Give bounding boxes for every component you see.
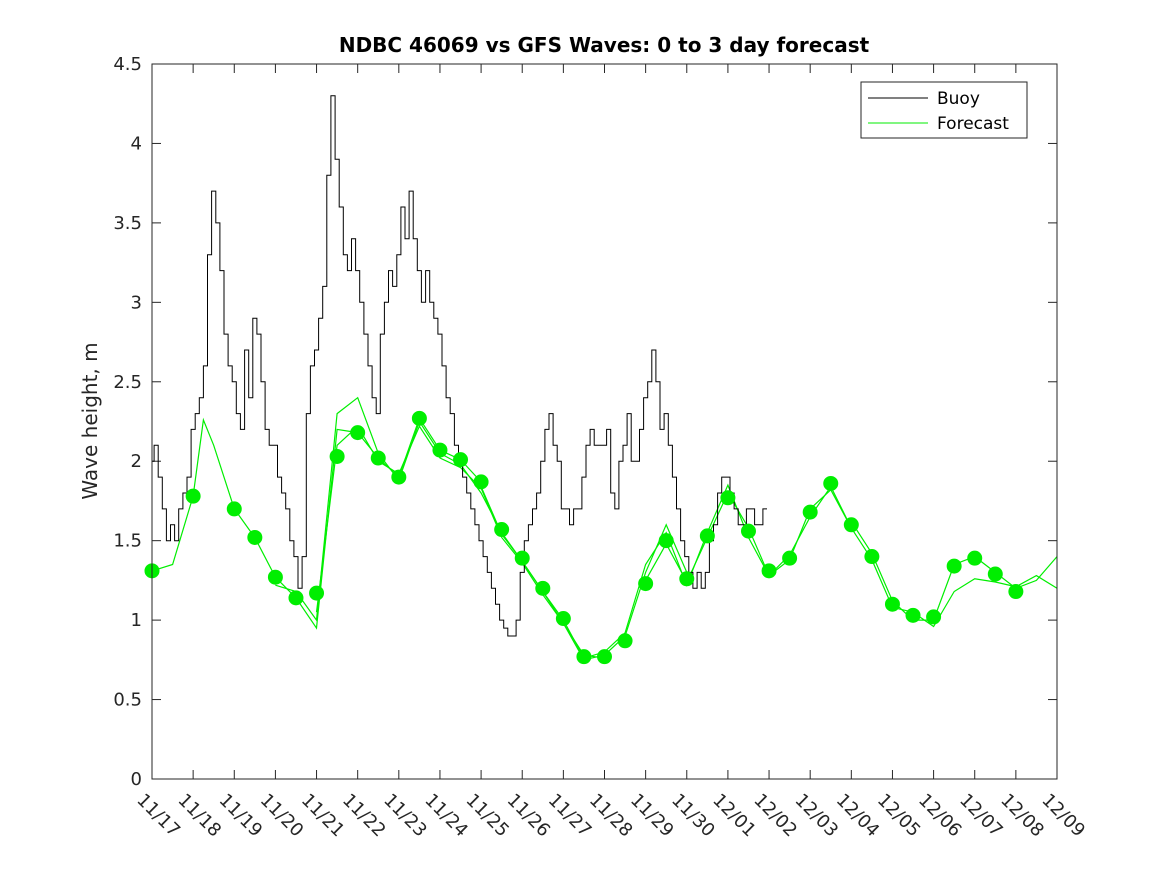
forecast-point: [473, 474, 489, 490]
forecast-point: [267, 569, 283, 585]
forecast-point: [987, 566, 1003, 582]
forecast-point: [761, 563, 777, 579]
forecast-point: [391, 469, 407, 485]
forecast-point: [658, 533, 674, 549]
x-tick-label: 12/01: [708, 790, 760, 842]
forecast-point: [782, 550, 798, 566]
x-tick-label: 12/03: [791, 790, 843, 842]
forecast-point: [350, 425, 366, 441]
forecast-point: [288, 590, 304, 606]
x-tick-label: 12/02: [750, 790, 802, 842]
forecast-point: [432, 442, 448, 458]
forecast-point: [1008, 584, 1024, 600]
buoy-series: [152, 95, 767, 637]
x-tick-label: 11/27: [544, 790, 596, 842]
x-tick-label: 12/07: [955, 790, 1007, 842]
forecast-point: [494, 522, 510, 538]
axis-ticks: [151, 63, 1058, 780]
forecast-point: [185, 488, 201, 504]
forecast-point: [720, 490, 736, 506]
x-tick-label: 11/22: [338, 790, 390, 842]
forecast-point: [514, 550, 530, 566]
forecast-point: [905, 607, 921, 623]
legend-box: [860, 81, 1028, 139]
forecast-point: [843, 517, 859, 533]
forecast-point: [967, 550, 983, 566]
plot-frame: [151, 63, 1058, 780]
x-tick-label: 11/18: [174, 790, 226, 842]
y-tick-label: 1.5: [113, 531, 142, 552]
legend-forecast-label: Forecast: [937, 114, 1009, 134]
x-tick-label: 11/26: [503, 790, 555, 842]
forecast-point: [884, 596, 900, 612]
y-tick-label: 2.5: [113, 372, 142, 393]
forecast-markers: [144, 410, 1024, 665]
x-tick-label: 11/17: [132, 790, 184, 842]
x-tick-label: 12/09: [1037, 790, 1089, 842]
x-tick-label: 12/04: [832, 790, 884, 842]
forecast-point: [926, 609, 942, 625]
chart-title: NDBC 46069 vs GFS Waves: 0 to 3 day fore…: [339, 33, 870, 57]
forecast-point: [453, 452, 469, 468]
forecast-point: [823, 475, 839, 491]
forecast-point: [309, 585, 325, 601]
y-tick-labels: 0 0.5 1 1.5 2 2.5 3 3.5 4 4.5: [113, 54, 142, 790]
y-axis-label: Wave height, m: [78, 342, 102, 499]
y-tick-label: 4.5: [113, 54, 142, 75]
forecast-point: [226, 501, 242, 517]
y-tick-label: 4: [131, 133, 142, 154]
forecast-point: [679, 571, 695, 587]
x-tick-label: 11/19: [215, 790, 267, 842]
y-tick-label: 3: [131, 292, 142, 313]
y-tick-label: 1: [131, 610, 142, 631]
forecast-point: [411, 410, 427, 426]
forecast-point: [864, 549, 880, 565]
x-tick-label: 11/25: [462, 790, 514, 842]
buoy-line: [152, 95, 767, 637]
legend: Buoy Forecast: [860, 81, 1028, 139]
forecast-point: [555, 611, 571, 627]
forecast-point: [370, 450, 386, 466]
forecast-point: [946, 558, 962, 574]
x-tick-label: 11/23: [379, 790, 431, 842]
forecast-point: [329, 448, 345, 464]
forecast-point: [535, 580, 551, 596]
y-tick-label: 0.5: [113, 690, 142, 711]
x-tick-label: 11/29: [626, 790, 678, 842]
y-tick-label: 2: [131, 451, 142, 472]
y-tick-label: 0: [131, 769, 142, 790]
forecast-point: [638, 576, 654, 592]
x-tick-label: 11/20: [256, 790, 308, 842]
plot-area: [152, 64, 1057, 779]
forecast-point: [802, 504, 818, 520]
x-tick-label: 12/06: [914, 790, 966, 842]
x-tick-label: 11/30: [667, 790, 719, 842]
x-tick-labels: 11/1711/1811/1911/2011/2111/2211/2311/24…: [132, 790, 1089, 842]
forecast-point: [247, 529, 263, 545]
y-tick-label: 3.5: [113, 213, 142, 234]
forecast-point: [740, 523, 756, 539]
x-tick-label: 12/08: [996, 790, 1048, 842]
x-tick-label: 12/05: [873, 790, 925, 842]
x-tick-label: 11/21: [297, 790, 349, 842]
x-tick-label: 11/28: [585, 790, 637, 842]
forecast-point: [617, 633, 633, 649]
forecast-point: [597, 649, 612, 665]
legend-buoy-label: Buoy: [937, 89, 980, 109]
x-tick-label: 11/24: [420, 790, 472, 842]
forecast-point: [699, 528, 715, 544]
forecast-point: [576, 649, 592, 665]
